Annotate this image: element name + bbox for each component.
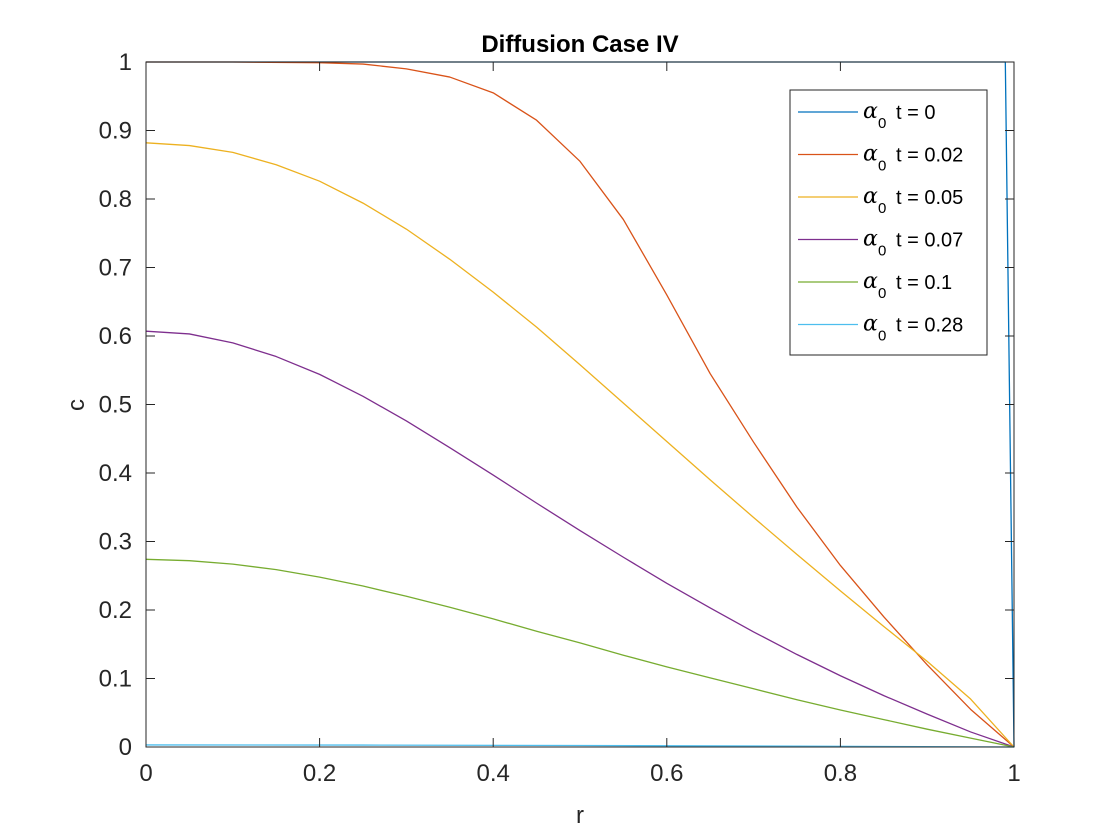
axes-layer: 0 0.2 0.4 0.6 0.8 1 0 0.1 0.2 0.3 0.4 0.5 0.6 0.7 0.8 0… <box>99 49 1021 787</box>
series-line-2 <box>145 142 1015 748</box>
legend-alpha-symbol: α <box>863 99 878 124</box>
y-tick-label: 0.6 <box>99 323 132 350</box>
y-tick-label: 0.4 <box>99 460 132 487</box>
legend-alpha-symbol: α <box>863 184 878 209</box>
legend-alpha-symbol: α <box>863 227 878 252</box>
y-tick-label: 0.9 <box>99 118 132 145</box>
legend-subscript: 0 <box>878 285 886 302</box>
x-tick-label: 0.2 <box>303 760 336 787</box>
y-tick-label: 0.2 <box>99 597 132 624</box>
series-line-1 <box>146 61 1015 748</box>
legend-alpha-symbol: α <box>863 142 878 167</box>
legend-box <box>789 89 988 356</box>
legend-label-1: t = 0.02 <box>896 145 963 167</box>
legend-label-3: t = 0.07 <box>896 230 963 252</box>
legend-label-2: t = 0.05 <box>896 187 963 209</box>
x-tick-label: 0.8 <box>824 760 857 787</box>
legend-subscript: 0 <box>878 200 886 217</box>
series-line-4 <box>145 558 1015 748</box>
x-tick-label: 0 <box>139 760 152 787</box>
y-tick-label: 0.3 <box>99 529 132 556</box>
series-line-5 <box>145 744 1015 748</box>
legend-label-0: t = 0 <box>896 102 935 124</box>
x-tick-label: 0.6 <box>650 760 683 787</box>
legend-subscript: 0 <box>878 243 886 260</box>
legend-alpha-symbol: α <box>863 312 878 337</box>
x-tick-label: 1 <box>1007 760 1020 787</box>
y-tick-label: 0.7 <box>99 255 132 282</box>
y-tick-label: 0.5 <box>99 392 132 419</box>
legend-subscript: 0 <box>878 115 886 132</box>
x-tick-label: 0.4 <box>477 760 510 787</box>
legend-subscript: 0 <box>878 328 886 345</box>
legend-label-4: t = 0.1 <box>896 272 952 294</box>
y-tick-label: 0.1 <box>99 666 132 693</box>
series-line-3 <box>145 330 1015 748</box>
y-axis-label: c <box>63 399 90 411</box>
y-tick-label: 0 <box>119 734 132 761</box>
chart-title: Diffusion Case IV <box>481 31 678 58</box>
y-tick-label: 0.8 <box>99 186 132 213</box>
legend-alpha-symbol: α <box>863 269 878 294</box>
legend-subscript: 0 <box>878 158 886 175</box>
y-tick-label: 1 <box>119 49 132 76</box>
x-axis-label: r <box>576 802 584 829</box>
legend-label-5: t = 0.28 <box>896 315 963 337</box>
